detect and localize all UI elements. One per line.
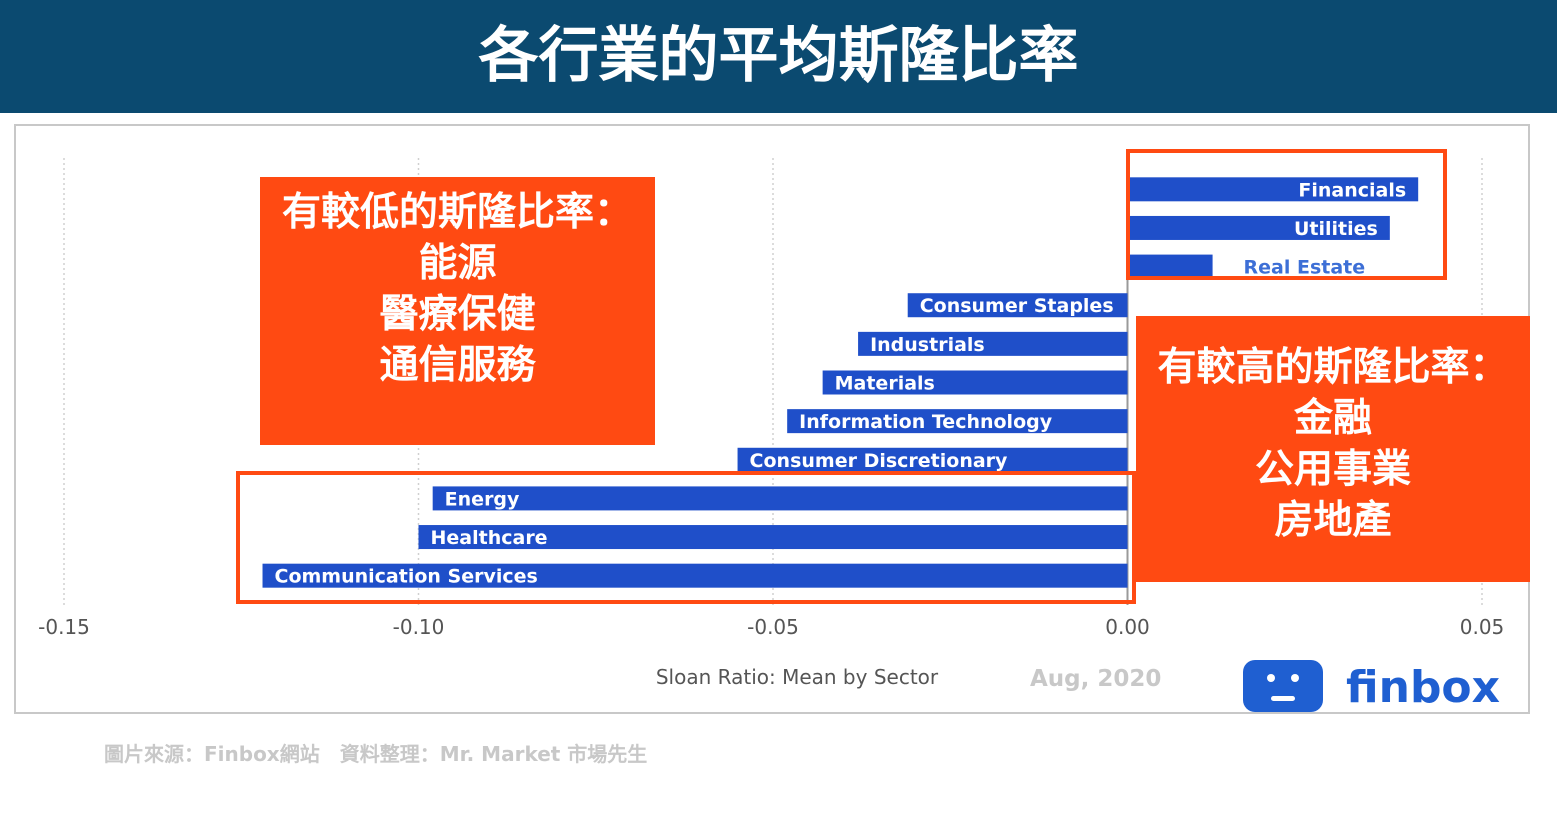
bar-label: Consumer Staples	[920, 295, 1114, 317]
bar-label: Healthcare	[431, 527, 548, 549]
annotation-low-item: 能源	[418, 241, 497, 286]
bar-label: Materials	[835, 373, 935, 395]
annotation-high-item: 金融	[1293, 396, 1372, 441]
x-axis-title: Sloan Ratio: Mean by Sector	[656, 665, 939, 689]
x-tick-label: 0.05	[1460, 615, 1505, 639]
bar	[1127, 254, 1213, 279]
x-tick-label: -0.15	[38, 615, 90, 639]
title-banner	[0, 0, 1557, 113]
x-tick-label: -0.05	[747, 615, 799, 639]
bar-label: Industrials	[870, 334, 985, 356]
bar	[432, 486, 1128, 511]
bar-label: Information Technology	[799, 411, 1053, 433]
bar	[1127, 215, 1390, 240]
bar	[737, 447, 1128, 472]
highlight-box-high-sectors	[1126, 149, 1447, 280]
bar-label: Real Estate	[1244, 257, 1366, 279]
annotation-low-ratio: 有較低的斯隆比率： 能源 醫療保健 通信服務	[260, 177, 655, 445]
bar	[907, 293, 1128, 318]
finbox-logo: finbox	[1243, 660, 1523, 716]
bar-label: Utilities	[1294, 218, 1378, 240]
chart-date: Aug, 2020	[1030, 666, 1162, 692]
source-note: 圖片來源：Finbox網站 資料整理：Mr. Market 市場先生	[104, 742, 648, 766]
bar-label: Energy	[445, 488, 520, 510]
logo-mouth-icon	[1271, 696, 1295, 701]
x-tick-label: 0.00	[1105, 615, 1150, 639]
bar	[822, 370, 1128, 395]
annotation-high-item: 公用事業	[1254, 447, 1411, 492]
bar-label: Financials	[1298, 179, 1406, 201]
logo-eye-icon	[1291, 674, 1299, 682]
annotation-low-item: 醫療保健	[379, 292, 536, 337]
x-tick-label: -0.10	[393, 615, 445, 639]
annotation-high-title: 有較高的斯隆比率：	[1157, 345, 1509, 390]
logo-text: finbox	[1346, 662, 1501, 713]
annotation-high-ratio: 有較高的斯隆比率： 金融 公用事業 房地產	[1136, 316, 1530, 582]
bar	[262, 563, 1128, 588]
annotation-low-item: 通信服務	[379, 343, 536, 388]
bar-label: Consumer Discretionary	[750, 450, 1009, 472]
page-title: 各行業的平均斯隆比率	[478, 21, 1079, 91]
bar	[1127, 177, 1419, 202]
annotation-high-item: 房地產	[1274, 498, 1392, 543]
bar	[787, 409, 1128, 434]
highlight-box-low-sectors	[236, 471, 1136, 604]
finbox-face-icon	[1243, 660, 1323, 712]
bar	[418, 525, 1128, 550]
bar-label: Communication Services	[275, 566, 538, 588]
bar	[858, 331, 1128, 356]
logo-eye-icon	[1267, 674, 1275, 682]
annotation-low-title: 有較低的斯隆比率：	[281, 190, 633, 235]
